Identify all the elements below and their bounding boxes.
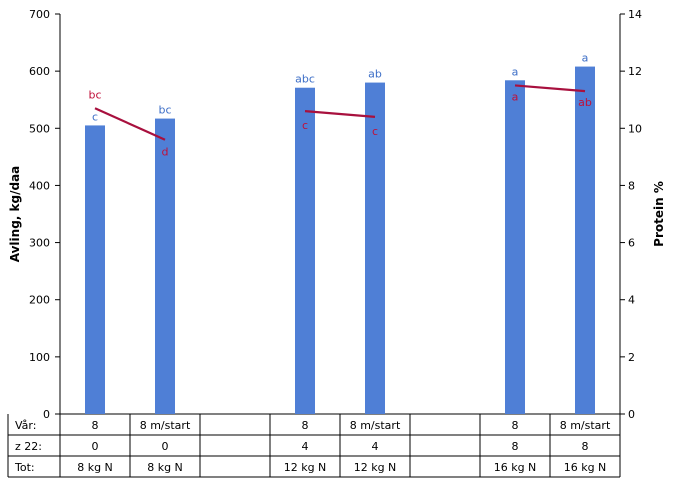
y2-tick-label: 8: [628, 179, 635, 192]
bar-significance-label: a: [582, 52, 589, 65]
y2-tick-label: 14: [628, 8, 642, 21]
bar: [85, 125, 105, 414]
y-tick-label: 500: [29, 122, 50, 135]
category-table: Vår: 8 8 m/start 8 8 m/start 8 8 m/start z 22: 0…: [7, 414, 621, 478]
protein-line-segment: [514, 84, 586, 93]
protein-significance-label: a: [512, 90, 519, 103]
table-cell: 8 kg N: [147, 461, 183, 474]
y2-axis-title: Protein %: [652, 181, 666, 247]
table-cell: 12 kg N: [284, 461, 327, 474]
y2-tick-label: 10: [628, 122, 642, 135]
y-tick-label: 700: [29, 8, 50, 21]
table-cell: 16 kg N: [564, 461, 607, 474]
y2-tick-label: 4: [628, 294, 635, 307]
table-cell: 8 m/start: [350, 419, 401, 432]
bar: [155, 118, 175, 415]
protein-line-segment: [304, 110, 376, 118]
table-cell: 8: [302, 419, 309, 432]
y-axis-title: Avling, kg/daa: [8, 166, 22, 263]
table-cell: 8: [512, 419, 519, 432]
table-cell: 0: [92, 440, 99, 453]
bar-significance-label: c: [92, 110, 98, 123]
table-cell: 8: [512, 440, 519, 453]
table-cell: 0: [162, 440, 169, 453]
bar: [295, 87, 315, 414]
bar-significance-label: bc: [158, 104, 171, 117]
table-cell: 8 m/start: [560, 419, 611, 432]
protein-lines: bc d c c a ab: [88, 84, 592, 159]
table-cell: 16 kg N: [494, 461, 537, 474]
protein-significance-label: c: [302, 119, 308, 132]
protein-significance-label: ab: [578, 96, 592, 109]
bar-significance-label: ab: [368, 68, 382, 81]
table-cell: 8: [92, 419, 99, 432]
table-cell: 8 m/start: [140, 419, 191, 432]
table-row-label: Tot:: [14, 461, 35, 474]
y-tick-label: 0: [43, 408, 50, 421]
bar: [505, 80, 525, 415]
table-cell: 12 kg N: [354, 461, 397, 474]
table-cell: 4: [302, 440, 309, 453]
y2-tick-label: 2: [628, 351, 635, 364]
y2-tick-label: 6: [628, 237, 635, 250]
protein-significance-label: bc: [88, 88, 101, 101]
y-tick-label: 200: [29, 294, 50, 307]
protein-significance-label: d: [162, 146, 169, 159]
y-tick-label: 300: [29, 237, 50, 250]
table-cell: 8: [582, 440, 589, 453]
bar: [575, 66, 595, 415]
table-cell: 4: [372, 440, 379, 453]
protein-significance-label: c: [372, 125, 378, 138]
bar-significance-label: abc: [295, 73, 315, 86]
y-tick-label: 600: [29, 65, 50, 78]
y2-tick-label: 12: [628, 65, 642, 78]
y2-tick-label: 0: [628, 408, 635, 421]
bar: [365, 82, 385, 415]
table-row-label: Vår:: [15, 419, 36, 432]
table-row-label: z 22:: [15, 440, 42, 453]
y-tick-label: 400: [29, 179, 50, 192]
y-tick-label: 100: [29, 351, 50, 364]
protein-line-segment: [94, 107, 166, 141]
bar-significance-label: a: [512, 65, 519, 78]
table-cell: 8 kg N: [77, 461, 113, 474]
